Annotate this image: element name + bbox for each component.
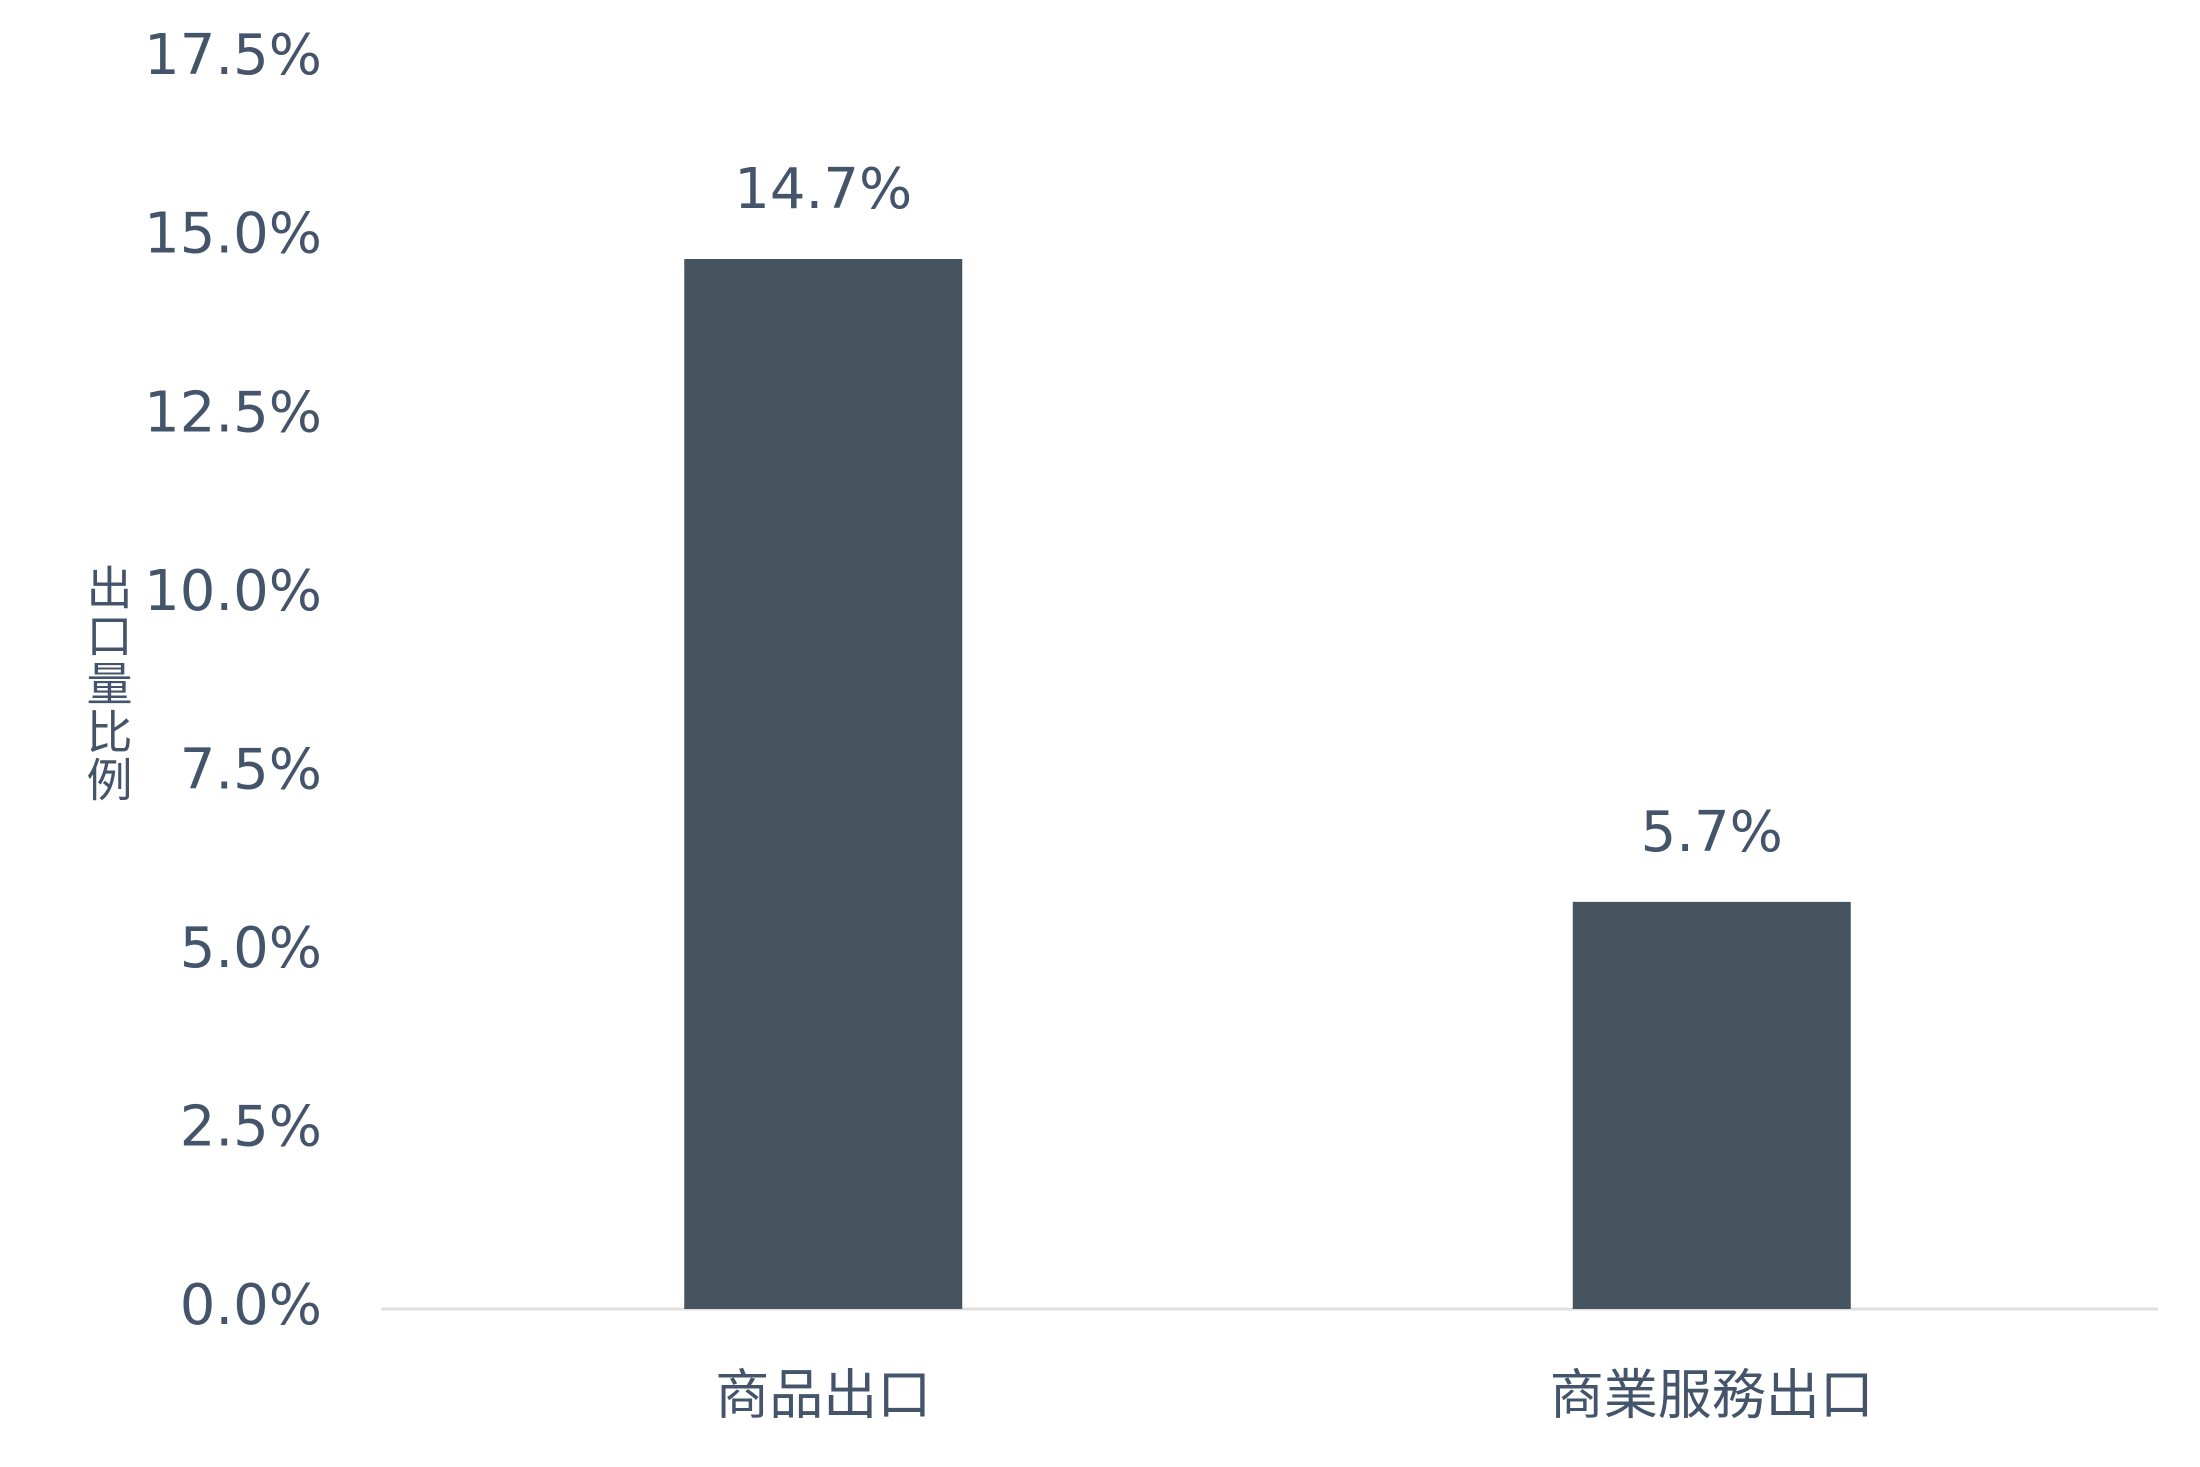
bar (1572, 901, 1851, 1309)
value-label: 5.7% (1641, 800, 1783, 865)
x-tick-label: 商品出口 (715, 1364, 931, 1427)
x-tick-label: 商業服務出口 (1550, 1364, 1874, 1427)
bar (684, 259, 963, 1309)
y-tick-label: 15.0% (144, 202, 322, 267)
y-tick-label: 12.5% (144, 380, 322, 445)
y-tick-label: 0.0% (180, 1273, 322, 1338)
value-label: 14.7% (734, 157, 912, 222)
y-tick-label: 7.5% (180, 737, 322, 802)
y-tick-label: 10.0% (144, 559, 322, 624)
y-tick-label: 5.0% (180, 916, 322, 981)
y-tick-label: 2.5% (180, 1095, 322, 1160)
y-tick-label: 17.5% (144, 23, 322, 88)
y-axis-label: 出口量比例 (80, 564, 134, 804)
